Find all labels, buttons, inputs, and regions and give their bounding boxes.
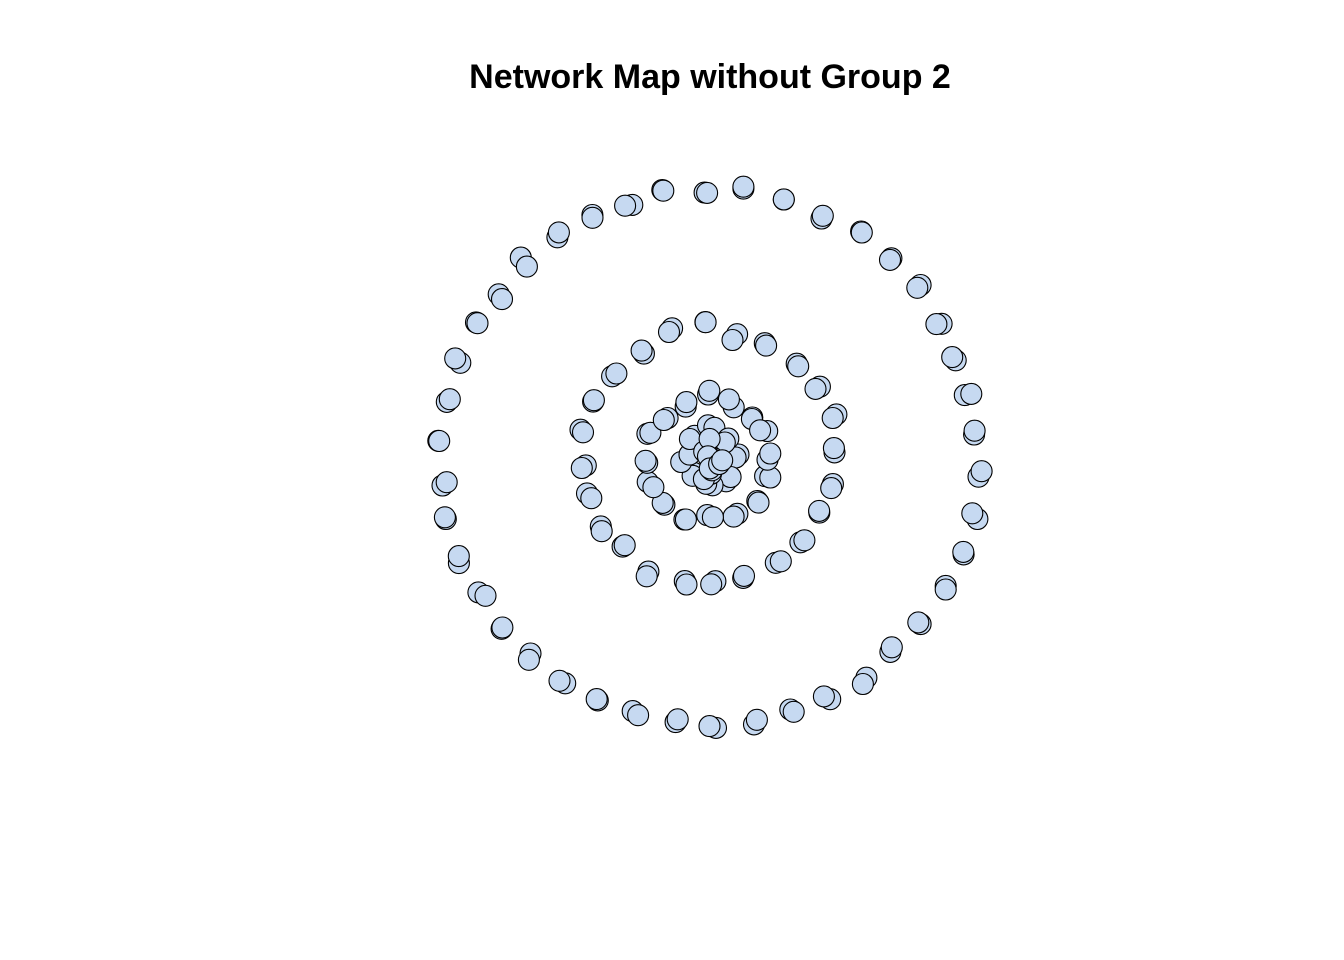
network-node bbox=[491, 616, 514, 639]
network-node bbox=[652, 408, 675, 432]
network-node bbox=[749, 419, 772, 442]
network-node bbox=[808, 499, 831, 522]
network-node bbox=[769, 550, 792, 573]
network-node bbox=[732, 564, 756, 587]
network-node bbox=[925, 313, 948, 336]
network-node bbox=[878, 248, 902, 271]
network-node bbox=[438, 388, 461, 411]
network-node bbox=[675, 573, 698, 596]
network-node bbox=[721, 328, 744, 352]
network-node bbox=[517, 648, 540, 671]
network-node bbox=[582, 389, 605, 412]
network-node bbox=[433, 506, 456, 529]
network-node bbox=[466, 312, 489, 335]
network-node bbox=[963, 419, 986, 442]
network-node bbox=[642, 476, 665, 499]
network-node bbox=[952, 540, 975, 563]
network-node bbox=[696, 181, 719, 204]
node-layer bbox=[427, 175, 993, 739]
network-node bbox=[547, 221, 570, 244]
network-node bbox=[627, 704, 650, 727]
network-node bbox=[711, 449, 734, 472]
network-node bbox=[675, 391, 698, 414]
network-node bbox=[970, 460, 993, 483]
network-node bbox=[674, 508, 697, 531]
network-node bbox=[639, 421, 662, 444]
network-node bbox=[652, 179, 675, 202]
network-node bbox=[722, 505, 745, 528]
network-node bbox=[694, 311, 717, 334]
network-node bbox=[634, 449, 657, 472]
network-node bbox=[605, 362, 628, 385]
network-node bbox=[590, 520, 613, 543]
network-node bbox=[820, 477, 843, 500]
network-node bbox=[747, 491, 770, 514]
network-node bbox=[447, 545, 470, 568]
network-node bbox=[698, 715, 721, 738]
network-node bbox=[428, 429, 451, 453]
network-node bbox=[580, 487, 603, 510]
network-node bbox=[614, 194, 637, 217]
network-node bbox=[906, 276, 929, 299]
network-node bbox=[822, 437, 845, 460]
network-node bbox=[850, 221, 873, 244]
network-node bbox=[571, 421, 595, 444]
network-node bbox=[570, 456, 593, 480]
network-node bbox=[548, 669, 571, 692]
plot-title: Network Map without Group 2 bbox=[469, 58, 951, 96]
network-node bbox=[782, 700, 805, 723]
network-node bbox=[880, 636, 903, 659]
network-node bbox=[811, 204, 834, 227]
network-node bbox=[444, 347, 467, 370]
network-node bbox=[613, 534, 636, 557]
network-node bbox=[851, 672, 874, 696]
network-node bbox=[759, 442, 782, 465]
network-node bbox=[960, 382, 983, 405]
network-node bbox=[701, 506, 724, 529]
network-node bbox=[490, 288, 514, 311]
network-node bbox=[732, 175, 755, 198]
network-node bbox=[941, 346, 964, 369]
network-node bbox=[812, 685, 835, 708]
network-node bbox=[585, 688, 608, 711]
network-node bbox=[700, 573, 723, 596]
network-node bbox=[745, 708, 768, 731]
network-node bbox=[666, 708, 689, 731]
network-node bbox=[435, 471, 458, 494]
network-node bbox=[961, 502, 984, 525]
network-node bbox=[581, 206, 604, 229]
network-node bbox=[772, 188, 795, 211]
network-node bbox=[698, 379, 721, 402]
network-node bbox=[474, 584, 497, 607]
network-node bbox=[804, 377, 827, 400]
network-node bbox=[793, 529, 816, 552]
network-node bbox=[934, 578, 957, 601]
network-node bbox=[630, 339, 653, 362]
network-node bbox=[657, 320, 681, 344]
network-node bbox=[787, 355, 810, 378]
network-node bbox=[717, 388, 740, 411]
network-node bbox=[635, 565, 658, 588]
network-node bbox=[515, 255, 538, 278]
network-node bbox=[907, 611, 930, 634]
network-node bbox=[755, 334, 778, 357]
network-node bbox=[821, 406, 844, 430]
